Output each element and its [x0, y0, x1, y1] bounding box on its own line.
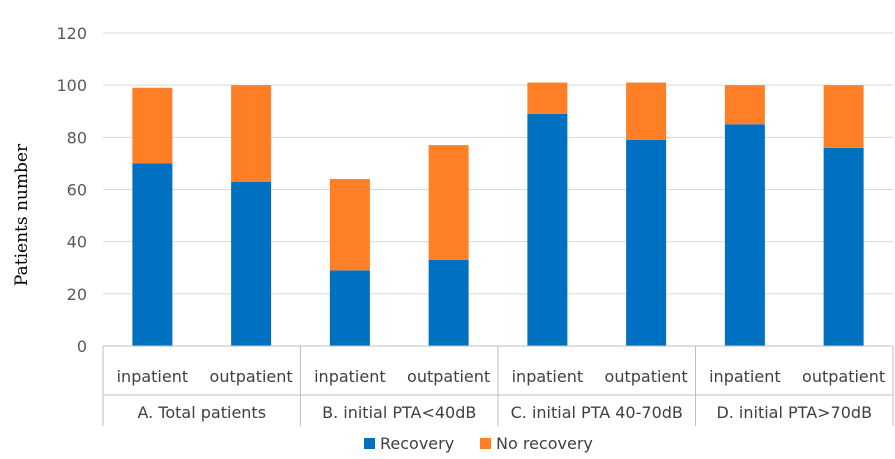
- category-label: inpatient: [314, 367, 386, 386]
- y-tick-label: 20: [67, 285, 87, 304]
- bar-recovery: [428, 259, 469, 346]
- group-label: D. initial PTA>70dB: [716, 403, 872, 422]
- group-label: B. initial PTA<40dB: [322, 403, 476, 422]
- y-tick-label: 40: [67, 233, 87, 252]
- bar-no-recovery: [724, 85, 765, 125]
- legend: Recovery No recovery: [364, 434, 593, 453]
- bar-recovery: [231, 181, 272, 346]
- bar-no-recovery: [527, 82, 568, 114]
- bar-no-recovery: [626, 82, 667, 140]
- gridlines: [103, 32, 893, 295]
- legend-swatch: [364, 438, 375, 449]
- bar-no-recovery: [329, 179, 370, 271]
- bar-recovery: [527, 113, 568, 346]
- bar-recovery: [626, 139, 667, 346]
- category-label: inpatient: [709, 367, 781, 386]
- category-label: outpatient: [210, 367, 293, 386]
- y-axis-label: Patients number: [12, 143, 32, 286]
- y-axis: 0 20 40 60 80 100 120: [56, 24, 87, 356]
- y-tick-label: 120: [56, 24, 87, 43]
- bar-recovery: [724, 124, 765, 347]
- y-tick-label: 80: [67, 128, 87, 147]
- bar-no-recovery: [823, 85, 864, 148]
- category-label: outpatient: [802, 367, 885, 386]
- bar-recovery: [132, 163, 173, 346]
- bar-recovery: [823, 147, 864, 346]
- y-tick-label: 100: [56, 76, 87, 95]
- x-axis: inpatient outpatient inpatient outpatient in…: [102, 345, 894, 426]
- group-label: A. Total patients: [137, 403, 266, 422]
- category-label: outpatient: [407, 367, 490, 386]
- category-label: inpatient: [512, 367, 584, 386]
- category-label: outpatient: [605, 367, 688, 386]
- legend-swatch: [480, 438, 491, 449]
- bar-no-recovery: [132, 87, 173, 164]
- legend-entry: Recovery: [380, 434, 454, 453]
- group-label: C. initial PTA 40-70dB: [511, 403, 683, 422]
- bars: [132, 82, 864, 347]
- legend-entry: No recovery: [496, 434, 593, 453]
- category-label: inpatient: [117, 367, 189, 386]
- bar-no-recovery: [428, 145, 469, 260]
- y-tick-label: 0: [77, 337, 87, 356]
- bar-no-recovery: [231, 85, 272, 182]
- bar-recovery: [329, 270, 370, 346]
- y-tick-label: 60: [67, 181, 87, 200]
